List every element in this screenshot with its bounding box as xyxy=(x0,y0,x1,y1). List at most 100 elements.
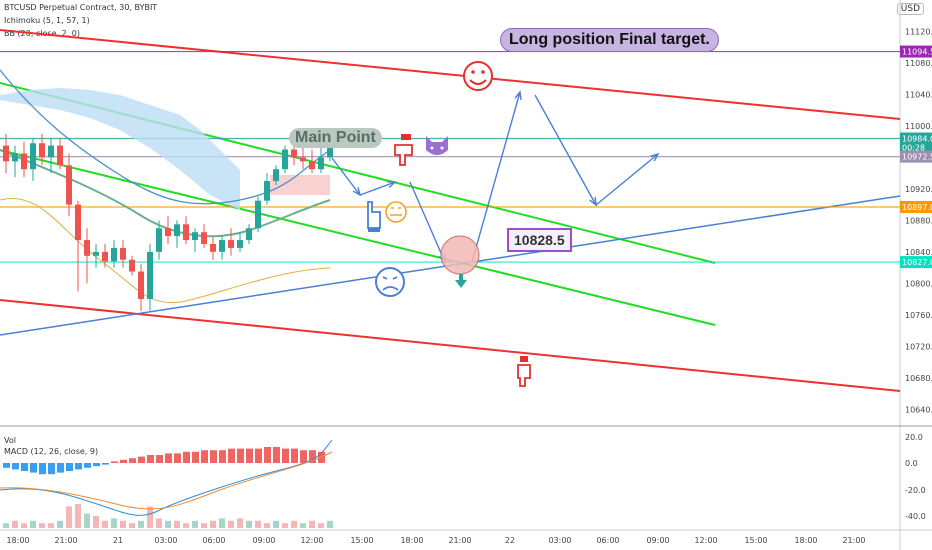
x-tick-label: 15:00 xyxy=(350,536,373,545)
volume-bar xyxy=(291,520,297,528)
price-marker-box xyxy=(900,45,932,58)
symbol-title: BTCUSD Perpetual Contract, 30, BYBIT xyxy=(4,3,158,12)
macd-histogram-bar xyxy=(30,463,37,473)
x-tick-label: 09:00 xyxy=(646,536,669,545)
worried-eye-icon xyxy=(392,276,398,280)
candle-body xyxy=(21,153,27,170)
volume-bar xyxy=(129,523,135,528)
time-axis: 18:00 21:00 21 03:00 06:00 09:00 12:00 15:00 18:… xyxy=(6,536,865,545)
candle-body xyxy=(228,240,234,248)
macd-histogram-bar xyxy=(147,455,154,463)
macd-histogram-bar xyxy=(39,463,46,475)
x-tick-label: 03:00 xyxy=(154,536,177,545)
macd-histogram-bar xyxy=(318,451,325,463)
volume-bar xyxy=(219,518,225,528)
volume-bar xyxy=(165,520,171,528)
x-tick-label: 18:00 xyxy=(400,536,423,545)
lower-green-line xyxy=(0,149,716,326)
candle-body xyxy=(201,232,207,244)
volume-bar xyxy=(210,520,216,528)
candle-body xyxy=(147,251,153,300)
up-arrow-marker-icon xyxy=(455,274,467,288)
macd-histogram-bar xyxy=(291,448,298,463)
worried-mouth-icon xyxy=(382,286,399,291)
volume-bar xyxy=(57,520,63,528)
candle-body xyxy=(255,200,261,229)
macd-histogram-bar xyxy=(300,450,307,463)
macd-histogram-bar xyxy=(48,463,55,475)
volume-bar xyxy=(309,520,315,528)
macd-histogram-bar xyxy=(93,463,100,467)
main-point-label[interactable]: Main Point xyxy=(289,128,382,148)
volume-bar xyxy=(264,523,270,528)
currency-badge[interactable]: USD xyxy=(896,3,924,15)
y-tick-label: 10880.0 xyxy=(905,216,932,225)
candle-body xyxy=(120,247,126,260)
volume-bar xyxy=(183,523,189,528)
volume-bar xyxy=(237,518,243,528)
y-tick-label: 10800.0 xyxy=(905,279,932,288)
price-marker-box xyxy=(900,200,932,213)
vol-label: Vol xyxy=(4,436,16,445)
macd-histogram-bar xyxy=(102,463,109,465)
candle-body xyxy=(156,228,162,252)
x-tick-label: 03:00 xyxy=(548,536,571,545)
y-tick-label: 10840.0 xyxy=(905,248,932,257)
x-tick-label: 06:00 xyxy=(596,536,619,545)
candle-body xyxy=(84,240,90,256)
macd-histogram-bar xyxy=(120,459,127,463)
volume-bar xyxy=(39,523,45,528)
macd-histogram-bar xyxy=(201,450,208,463)
price-marker-label: 10827.0 xyxy=(902,258,932,267)
candle-body xyxy=(246,228,252,241)
macd-tick-label: -40.0 xyxy=(905,512,926,521)
price-callout[interactable]: 10828.5 xyxy=(507,228,572,252)
smiley-mouth-icon xyxy=(469,79,487,85)
candle-body xyxy=(219,240,225,252)
candle-body xyxy=(30,143,36,170)
volume-bar xyxy=(327,520,333,528)
price-marker-label: 11094.5 xyxy=(902,48,932,57)
y-tick-label: 10720.0 xyxy=(905,342,932,351)
candle-body xyxy=(39,143,45,158)
candle-body xyxy=(210,243,216,252)
macd-histogram-bar xyxy=(219,450,226,463)
hand-cuff-icon xyxy=(368,228,380,232)
ichimoku-label[interactable]: Ichimoku (5, 1, 57, 1) xyxy=(4,16,90,25)
x-tick-label: 18:00 xyxy=(6,536,29,545)
y-tick-label: 10760.0 xyxy=(905,311,932,320)
y-tick-label: 10640.0 xyxy=(905,405,932,414)
hand-cuff-icon xyxy=(401,134,411,140)
final-target-callout[interactable]: Long position Final target. xyxy=(500,28,719,52)
price-marker-box xyxy=(900,141,932,154)
volume-bar xyxy=(273,520,279,528)
x-tick-label: 12:00 xyxy=(694,536,717,545)
volume-bar xyxy=(12,520,18,528)
x-tick-label: 21:00 xyxy=(842,536,865,545)
kumo-blue xyxy=(0,88,240,210)
y-tick-label: 10920.0 xyxy=(905,185,932,194)
candle-body xyxy=(3,145,9,162)
macd-histogram-bar xyxy=(138,456,145,463)
pointing-hand-up-icon xyxy=(367,201,381,229)
macd-histogram-bar xyxy=(255,448,262,463)
macd-pane: 20.0 0.0 -20.0 -40.0 xyxy=(0,433,926,528)
smiley-eye-icon xyxy=(481,70,485,74)
volume-bar xyxy=(138,520,144,528)
macd-histogram-bar xyxy=(246,448,253,463)
upper-red-channel xyxy=(0,29,901,120)
volume-bar xyxy=(21,523,27,528)
candle-body xyxy=(183,224,189,241)
volume-bar xyxy=(3,523,9,528)
candle-body xyxy=(192,232,198,241)
candle-body xyxy=(318,157,324,170)
macd-tick-label: 20.0 xyxy=(905,433,923,442)
candle-body xyxy=(291,149,297,158)
macd-histogram-bar xyxy=(264,447,271,463)
volume-bar xyxy=(246,520,252,528)
target-circle-icon xyxy=(440,235,480,275)
cat-face-icon xyxy=(426,136,448,155)
